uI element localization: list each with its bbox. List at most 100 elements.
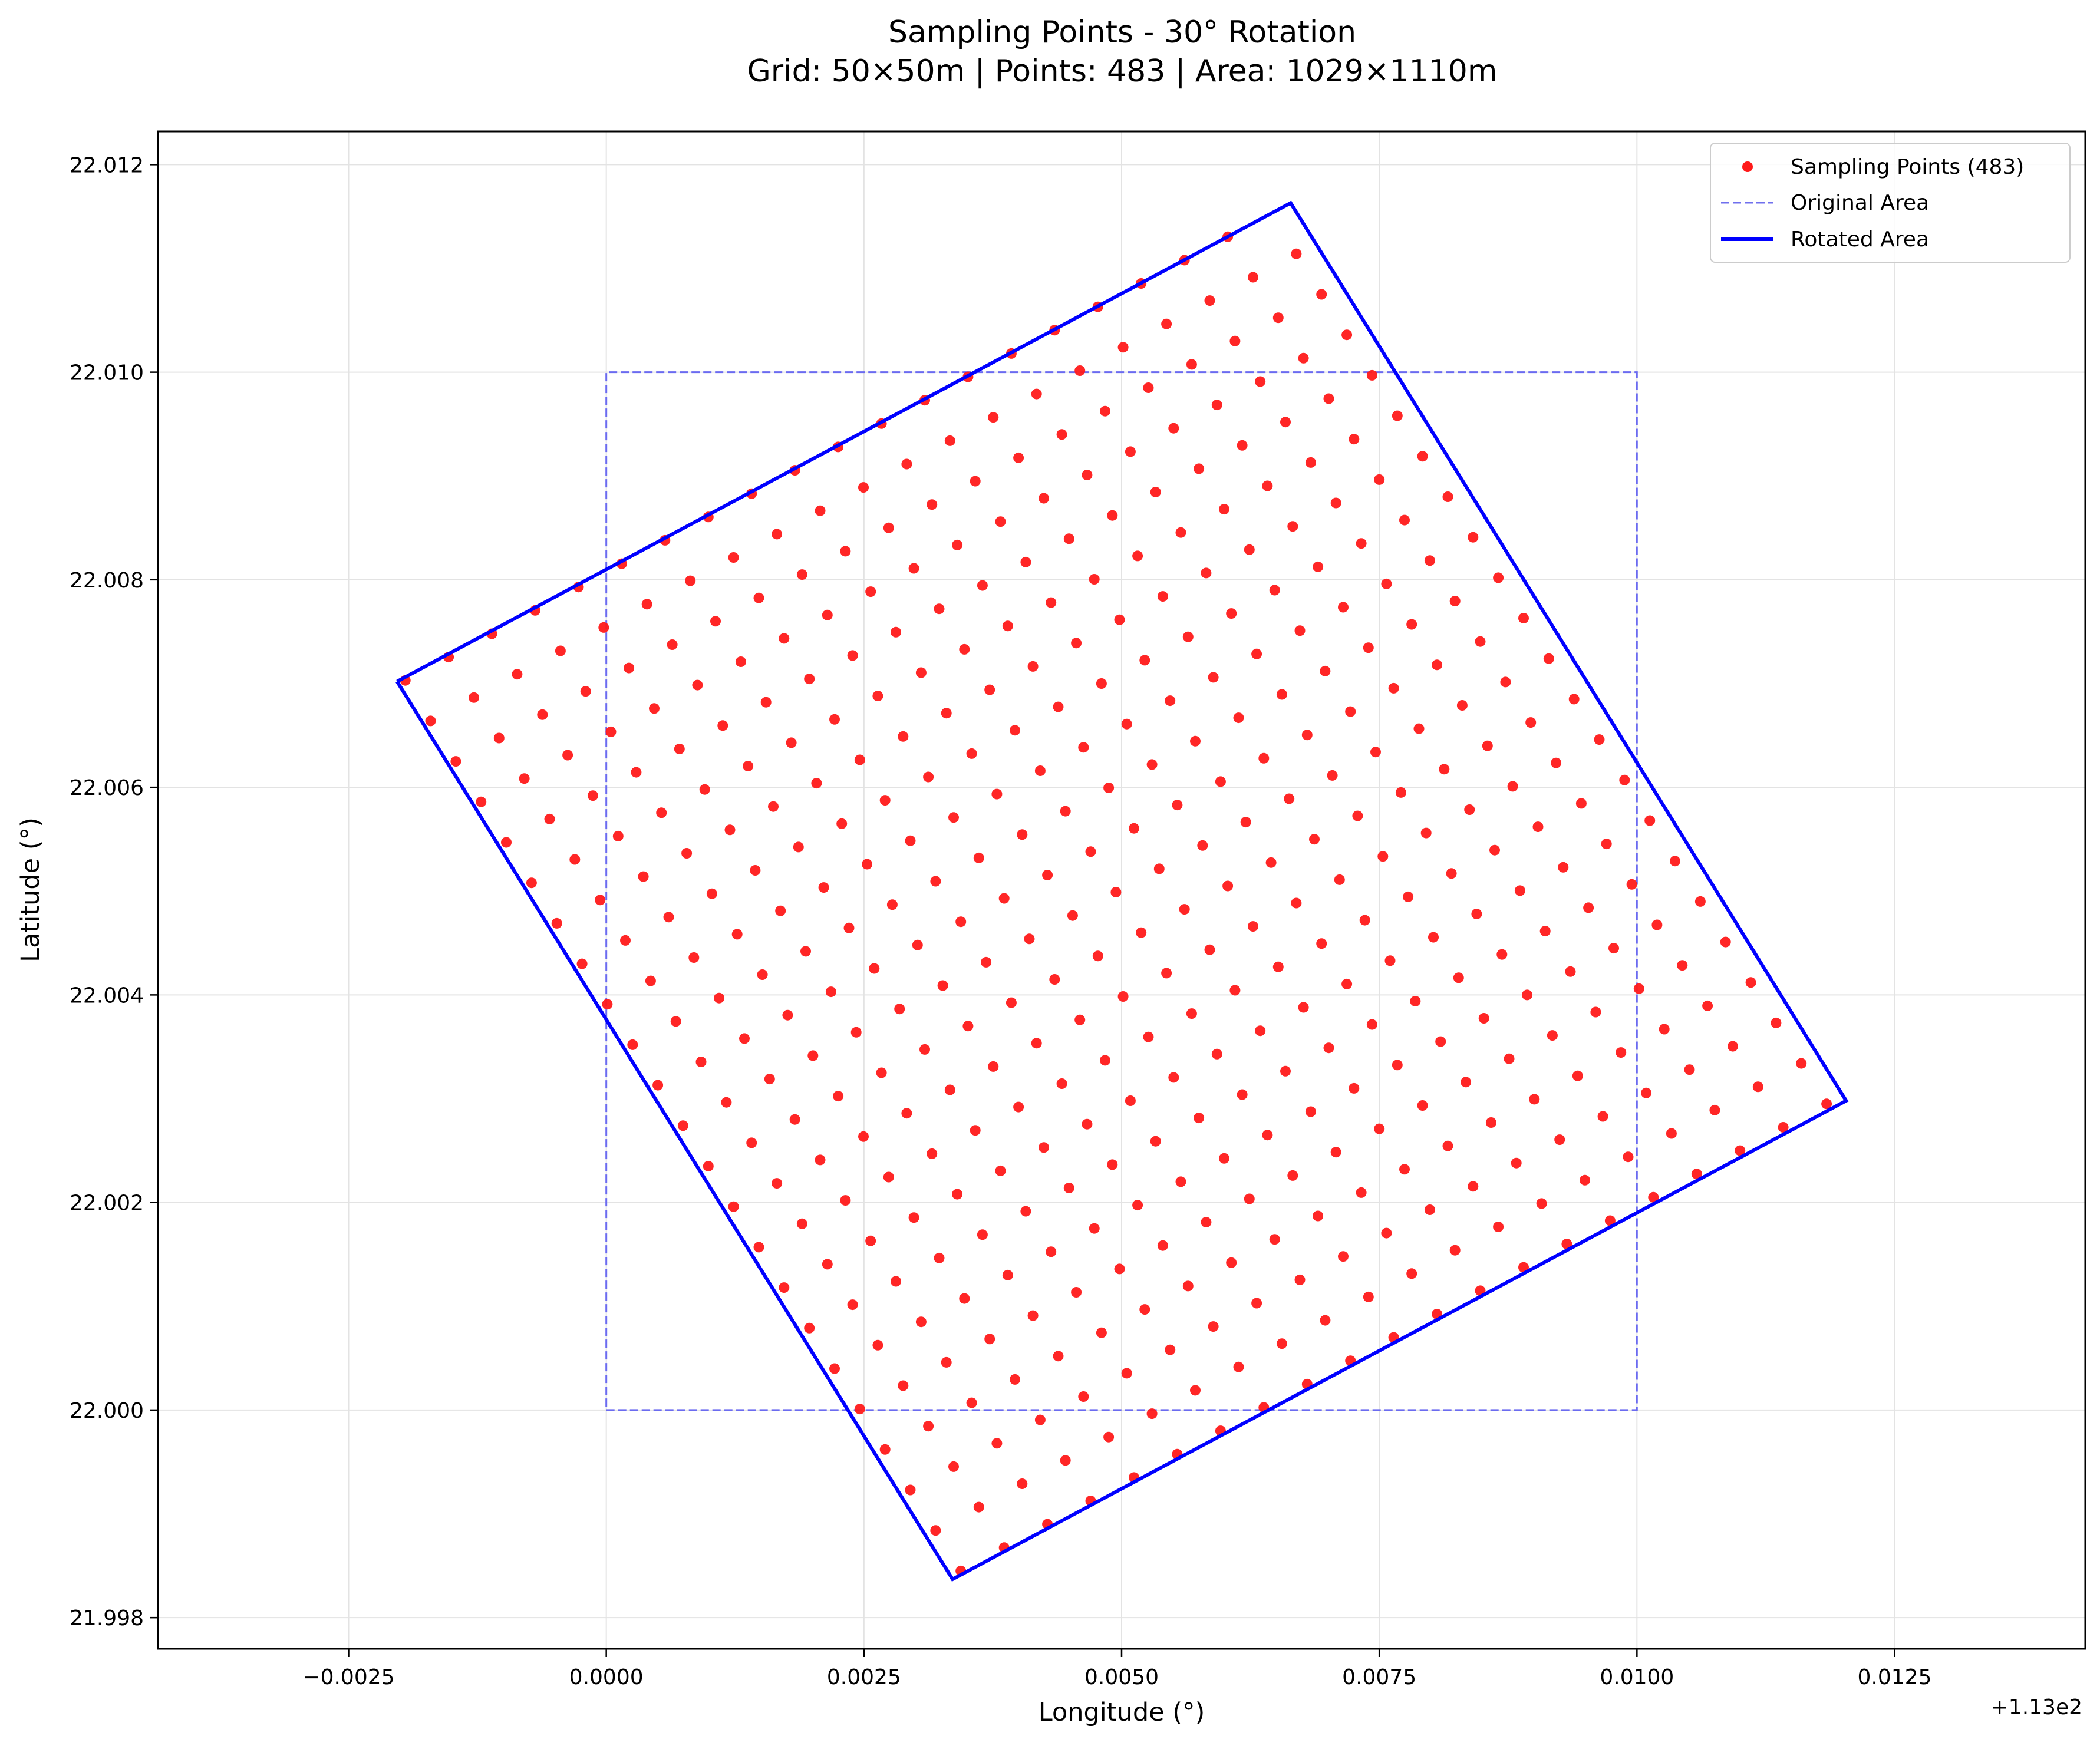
- sampling-point: [1532, 821, 1544, 833]
- sampling-point: [1150, 1136, 1161, 1147]
- sampling-point: [555, 645, 566, 656]
- sampling-point: [1504, 1053, 1515, 1064]
- sampling-point: [1363, 1291, 1374, 1302]
- sampling-point: [1211, 400, 1222, 411]
- sampling-point: [1186, 359, 1197, 370]
- sampling-point: [1558, 862, 1569, 873]
- sampling-point: [1280, 417, 1291, 428]
- sampling-point: [1078, 1391, 1089, 1402]
- sampling-point: [576, 958, 588, 969]
- sampling-point: [1428, 932, 1439, 943]
- sampling-point: [854, 1404, 865, 1415]
- sampling-point: [1392, 410, 1403, 421]
- sampling-point: [1291, 897, 1302, 909]
- sampling-point: [1194, 463, 1205, 474]
- legend-points-marker: [1742, 161, 1753, 172]
- sampling-point: [1060, 1455, 1071, 1466]
- sampling-point: [1039, 1142, 1049, 1153]
- sampling-point: [1547, 1030, 1558, 1041]
- sampling-point: [1049, 974, 1060, 985]
- sampling-point: [1024, 933, 1035, 945]
- sampling-point: [1796, 1058, 1807, 1069]
- sampling-point: [1616, 1047, 1627, 1058]
- sampling-point: [858, 482, 869, 493]
- sampling-point: [1392, 1060, 1403, 1071]
- chart-title-line1: Sampling Points - 30° Rotation: [888, 15, 1356, 50]
- sampling-point: [977, 580, 988, 591]
- sampling-point: [746, 1137, 757, 1148]
- sampling-point: [1359, 915, 1370, 926]
- sampling-point: [876, 1067, 887, 1078]
- sampling-point: [1186, 1008, 1197, 1019]
- sampling-point: [739, 1033, 750, 1044]
- sampling-point: [1060, 806, 1071, 817]
- sampling-point: [1132, 550, 1143, 562]
- sampling-point: [1215, 776, 1226, 787]
- sampling-point: [1027, 1310, 1039, 1321]
- sampling-point: [1651, 919, 1663, 930]
- sampling-point: [620, 935, 631, 946]
- sampling-point: [1276, 689, 1287, 700]
- sampling-point: [952, 539, 963, 550]
- sampling-point: [1449, 596, 1461, 606]
- sampling-point: [782, 1009, 793, 1021]
- sampling-points: [400, 231, 1832, 1576]
- sampling-point: [894, 1004, 905, 1015]
- sampling-point: [1338, 1251, 1349, 1262]
- sampling-point: [1381, 578, 1392, 589]
- sampling-point: [886, 899, 898, 910]
- grid-lines: [158, 131, 2085, 1649]
- sampling-point: [1240, 817, 1251, 828]
- sampling-point: [1175, 527, 1186, 538]
- sampling-point: [1233, 712, 1244, 724]
- sampling-point: [850, 1027, 862, 1038]
- sampling-point: [1132, 1200, 1143, 1211]
- x-axis-offset-label: +1.13e2: [1991, 1695, 2082, 1719]
- sampling-point: [840, 1195, 851, 1206]
- sampling-point: [962, 1021, 974, 1032]
- sampling-point: [891, 1276, 901, 1287]
- sampling-point: [764, 1074, 775, 1085]
- sampling-point: [912, 939, 923, 950]
- sampling-point: [1272, 312, 1284, 324]
- sampling-point: [728, 552, 739, 563]
- sampling-point: [970, 476, 981, 487]
- sampling-point: [905, 835, 916, 846]
- sampling-point: [779, 633, 790, 644]
- sampling-point: [587, 790, 598, 801]
- sampling-point: [1496, 949, 1508, 960]
- sampling-point: [1089, 1223, 1100, 1234]
- sampling-point: [1201, 1217, 1212, 1228]
- sampling-point: [1349, 434, 1360, 445]
- sampling-point: [493, 732, 505, 744]
- sampling-point: [1201, 567, 1212, 579]
- sampling-point: [1424, 1204, 1435, 1215]
- x-tick-label: 0.0025: [827, 1665, 901, 1689]
- sampling-point: [1092, 950, 1103, 962]
- sampling-point: [627, 1039, 638, 1050]
- sampling-point: [1103, 1431, 1115, 1443]
- sampling-point: [872, 1339, 883, 1351]
- sampling-point: [544, 813, 555, 824]
- sampling-point: [1461, 1077, 1472, 1088]
- sampling-point: [847, 650, 858, 661]
- sampling-point: [973, 1501, 984, 1513]
- sampling-point: [1320, 665, 1331, 676]
- sampling-point: [800, 946, 811, 957]
- sampling-point: [923, 771, 934, 783]
- sampling-point: [1244, 544, 1255, 555]
- sampling-point: [908, 1212, 919, 1223]
- sampling-point: [641, 599, 652, 610]
- sampling-point: [959, 643, 970, 655]
- sampling-point: [1161, 968, 1172, 979]
- sampling-point: [898, 731, 909, 742]
- sampling-point: [717, 720, 728, 731]
- sampling-point: [944, 435, 955, 446]
- sampling-point: [1248, 272, 1258, 283]
- sampling-point: [476, 796, 487, 807]
- sampling-point: [1301, 730, 1313, 741]
- sampling-point: [793, 841, 804, 853]
- y-tick-label: 22.008: [70, 569, 144, 593]
- sampling-point: [753, 592, 764, 603]
- sampling-point: [1670, 856, 1680, 867]
